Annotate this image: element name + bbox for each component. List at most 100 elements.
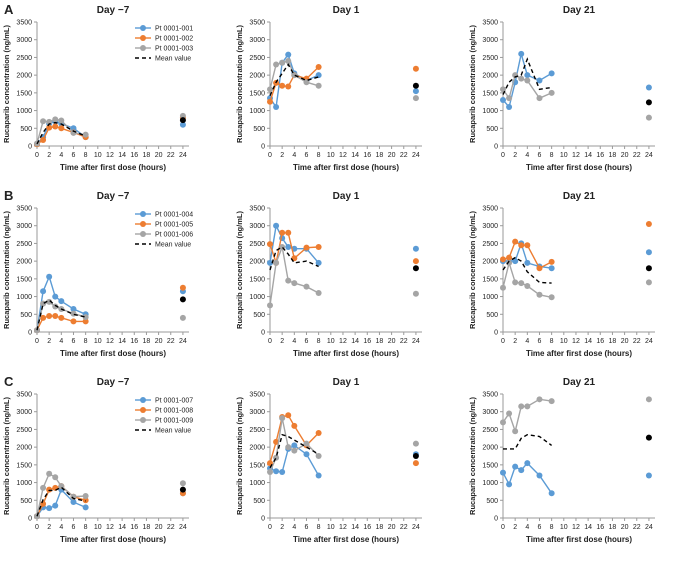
data-point-24h — [645, 472, 652, 479]
data-point-24h — [412, 258, 419, 265]
x-tick-label: 10 — [560, 338, 568, 345]
panel-label: A — [4, 2, 14, 17]
data-point — [70, 125, 77, 132]
data-point-24h — [645, 84, 652, 91]
y-tick-label: 2500 — [249, 427, 265, 434]
y-tick-label: 3000 — [482, 409, 498, 416]
x-tick-label: 16 — [130, 338, 138, 345]
y-tick-label: 1500 — [482, 276, 498, 283]
x-tick-label: 4 — [292, 338, 296, 345]
legend-label: Pt 0001-003 — [155, 46, 193, 53]
data-point — [279, 468, 286, 475]
y-tick-label: 2500 — [16, 241, 32, 248]
data-point — [285, 229, 292, 236]
data-point-24h — [412, 88, 419, 95]
x-tick-label: 0 — [268, 338, 272, 345]
data-point — [548, 89, 555, 96]
x-tick-label: 24 — [645, 524, 653, 531]
data-point — [506, 95, 513, 102]
x-tick-label: 20 — [388, 152, 396, 159]
data-point — [303, 283, 310, 290]
x-tick-label: 18 — [143, 338, 151, 345]
data-point — [291, 72, 298, 79]
data-point-24h — [179, 480, 186, 487]
x-tick-label: 8 — [550, 338, 554, 345]
data-point — [267, 98, 273, 105]
panel-title: Day −7 — [97, 191, 130, 202]
x-tick-label: 2 — [47, 338, 51, 345]
data-point — [273, 259, 280, 266]
x-tick-label: 22 — [633, 524, 641, 531]
legend-marker — [140, 211, 146, 217]
x-tick-label: 22 — [400, 524, 408, 531]
y-tick-label: 3000 — [482, 37, 498, 44]
x-tick-label: 10 — [94, 338, 102, 345]
y-tick-label: 1000 — [16, 480, 32, 487]
y-tick-label: 1500 — [249, 90, 265, 97]
y-axis-title: Rucaparib concentration (ng/mL) — [2, 211, 11, 329]
data-point — [46, 273, 53, 280]
x-tick-label: 20 — [388, 524, 396, 531]
data-point — [536, 291, 543, 298]
x-tick-label: 0 — [501, 338, 505, 345]
data-point — [548, 70, 555, 77]
panel-label: B — [4, 188, 13, 203]
x-tick-label: 2 — [513, 524, 517, 531]
data-point-24h — [179, 284, 186, 291]
data-point — [512, 463, 519, 470]
data-point — [279, 59, 286, 66]
x-tick-label: 14 — [584, 152, 592, 159]
x-tick-label: 16 — [363, 524, 371, 531]
x-tick-label: 6 — [538, 524, 542, 531]
data-point — [70, 310, 77, 317]
x-tick-label: 6 — [538, 152, 542, 159]
series-line — [503, 433, 553, 450]
y-tick-label: 0 — [261, 516, 265, 523]
data-point-24h — [645, 114, 652, 121]
x-tick-label: 18 — [609, 152, 617, 159]
mean-24h-point — [645, 99, 652, 106]
data-point — [267, 241, 273, 248]
y-tick-label: 3000 — [249, 223, 265, 230]
data-point — [315, 429, 322, 436]
data-point — [52, 293, 59, 300]
x-tick-label: 24 — [179, 152, 187, 159]
y-tick-label: 3500 — [16, 206, 32, 213]
legend-marker — [140, 231, 146, 237]
x-tick-label: 20 — [621, 524, 629, 531]
x-tick-label: 2 — [47, 152, 51, 159]
x-tick-label: 14 — [118, 152, 126, 159]
panel-title: Day 21 — [563, 5, 596, 16]
data-point — [40, 118, 47, 125]
data-point — [40, 484, 47, 491]
x-tick-label: 4 — [59, 338, 63, 345]
x-tick-label: 4 — [59, 524, 63, 531]
x-tick-label: 4 — [292, 152, 296, 159]
y-tick-label: 3000 — [482, 223, 498, 230]
y-tick-label: 3500 — [16, 20, 32, 27]
panel-title: Day −7 — [97, 377, 130, 388]
x-tick-label: 2 — [280, 152, 284, 159]
data-point — [58, 298, 65, 305]
y-tick-label: 2500 — [249, 241, 265, 248]
y-tick-label: 2500 — [16, 427, 32, 434]
x-tick-label: 8 — [84, 524, 88, 531]
panel-title: Day 1 — [333, 377, 360, 388]
x-tick-label: 20 — [388, 338, 396, 345]
y-axis-title: Rucaparib concentration (ng/mL) — [235, 397, 244, 515]
data-point — [524, 259, 531, 266]
panel-title: Day 21 — [563, 377, 596, 388]
x-tick-label: 16 — [363, 338, 371, 345]
data-point — [279, 82, 286, 89]
x-tick-label: 20 — [621, 152, 629, 159]
data-point — [303, 244, 310, 251]
data-point — [291, 447, 298, 454]
data-point-24h — [412, 95, 419, 102]
data-point — [52, 313, 59, 320]
y-tick-label: 3000 — [249, 409, 265, 416]
mean-24h-point — [179, 117, 186, 124]
data-point — [500, 469, 506, 476]
y-tick-label: 500 — [253, 312, 265, 319]
data-point — [548, 398, 555, 405]
